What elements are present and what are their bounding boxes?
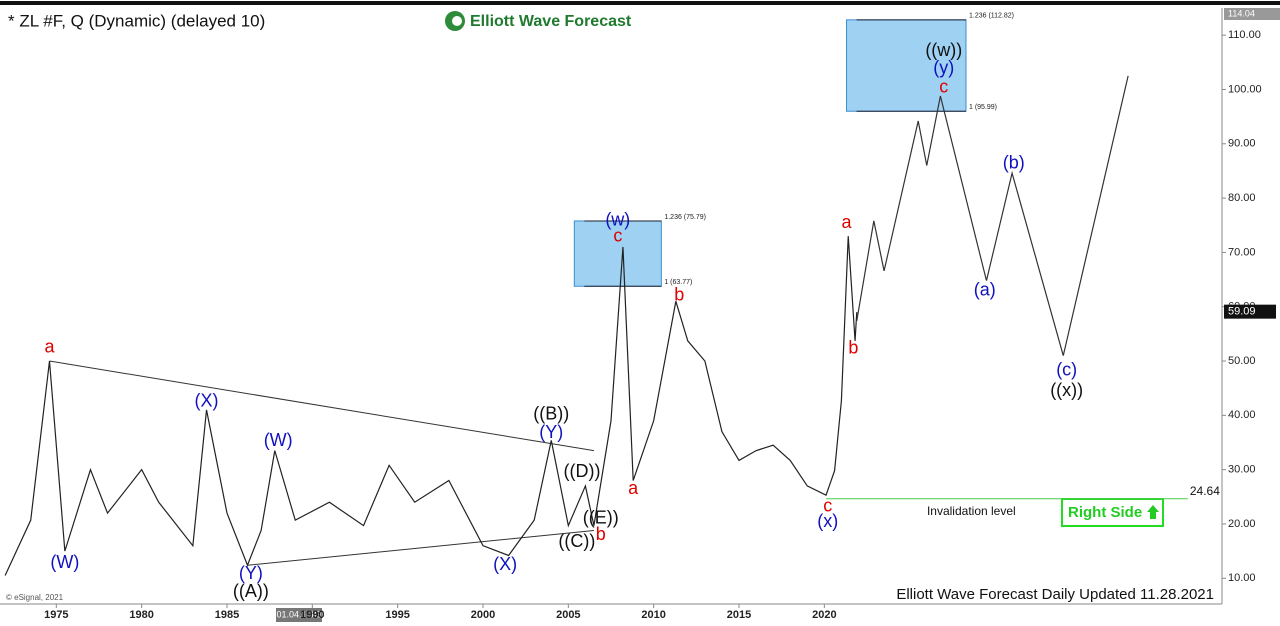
last-price-box: [1224, 304, 1276, 319]
fib-box: [846, 19, 967, 112]
badge-box: [1061, 498, 1164, 527]
wave-label: (X): [493, 554, 517, 574]
y-tick-label: 10.00: [1228, 572, 1256, 584]
wave-label: (W): [264, 430, 293, 450]
wave-label: ((w)): [925, 40, 962, 60]
y-tick-label: 30.00: [1228, 464, 1256, 476]
x-tick-label: 2015: [727, 609, 751, 621]
wave-label: b: [674, 285, 684, 305]
x-tick-label: 1995: [385, 609, 409, 621]
top-price-box: [1224, 8, 1280, 20]
fib-label: 1 (95.99): [969, 104, 997, 111]
last-price: 59.09: [1228, 306, 1256, 318]
wave-label: (b): [1003, 153, 1025, 173]
x-tick-label: 1985: [215, 609, 239, 621]
x-tick-label: 1980: [129, 609, 153, 621]
chart-title: * ZL #F, Q (Dynamic) (delayed 10): [8, 11, 265, 30]
x-tick-label: 2010: [641, 609, 665, 621]
logo-text: Elliott Wave Forecast: [470, 13, 632, 30]
y-tick-label: 90.00: [1228, 138, 1256, 150]
wave-label: (Y): [539, 422, 563, 442]
wave-label: b: [848, 337, 858, 357]
trendline: [49, 360, 595, 452]
invalidation-label: Invalidation level: [927, 504, 1016, 518]
x-tick-label: 2005: [556, 609, 580, 621]
wave-label: c: [939, 77, 948, 97]
y-tick-label: 70.00: [1228, 246, 1256, 258]
wave-label: ((A)): [233, 581, 269, 601]
top-price: 114.04: [1228, 8, 1255, 18]
footer: Elliott Wave Forecast Daily Updated 11.2…: [896, 586, 1214, 603]
x-tick-label: 1975: [44, 609, 68, 621]
wave-label: (X): [195, 391, 219, 411]
copyright: © eSignal, 2021: [6, 593, 64, 602]
wave-label: (w): [605, 210, 630, 230]
wave-label: ((C)): [558, 531, 595, 551]
wave-label: b: [596, 524, 606, 544]
logo-icon-inner: [452, 16, 462, 26]
wave-label: (Y): [239, 563, 263, 583]
wave-label: ((D)): [563, 461, 600, 481]
fib-label: 1.236 (75.79): [664, 214, 706, 221]
price-line: [856, 75, 1129, 356]
y-tick-label: 100.00: [1228, 83, 1262, 95]
wave-label: (c): [1056, 360, 1077, 380]
fib-label: 1.236 (112.82): [969, 13, 1014, 20]
y-tick-label: 40.00: [1228, 409, 1256, 421]
trendline: [247, 529, 594, 566]
wave-label: ((B)): [533, 404, 569, 424]
y-tick-label: 20.00: [1228, 518, 1256, 530]
wave-label: (y): [933, 58, 954, 78]
wave-label: ((E)): [583, 507, 619, 527]
logo: Elliott Wave Forecast: [445, 11, 632, 31]
x-tick-label: 1990: [300, 609, 324, 621]
cursor-date-box: [276, 608, 322, 622]
badge-arrow: [1147, 505, 1159, 519]
wave-label: (x): [817, 511, 838, 531]
price-line: [4, 236, 858, 576]
invalidation-value: 24.64: [1190, 484, 1220, 498]
cursor-date: 01.04.1989: [276, 609, 321, 619]
y-tick-label: 110.00: [1228, 29, 1261, 41]
x-tick-label: 2000: [471, 609, 495, 621]
wave-label: (a): [974, 280, 996, 300]
y-tick-label: 50.00: [1228, 355, 1256, 367]
wave-label: ((x)): [1050, 380, 1083, 400]
wave-label: a: [842, 212, 853, 232]
badge: Right Side: [1068, 504, 1142, 521]
wave-label: (W): [50, 552, 79, 572]
x-tick-label: 2020: [812, 609, 836, 621]
wave-label: c: [613, 225, 622, 245]
wave-label: a: [44, 337, 55, 357]
y-tick-label: 80.00: [1228, 192, 1256, 204]
wave-label: a: [628, 478, 639, 498]
fib-label: 1 (63.77): [664, 279, 692, 286]
wave-label: c: [823, 495, 832, 515]
